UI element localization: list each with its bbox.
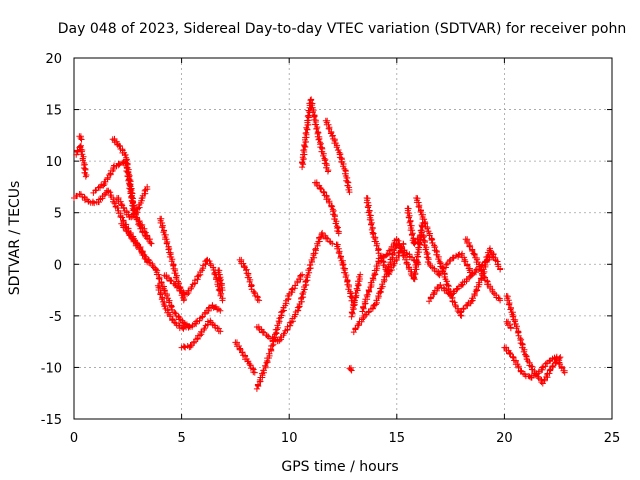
data-series-arc-j bbox=[154, 282, 224, 332]
data-marker-path bbox=[503, 293, 564, 387]
data-series-arc-p bbox=[253, 271, 306, 392]
y-tick-label: 20 bbox=[45, 52, 62, 67]
data-series-arc-o bbox=[232, 339, 258, 376]
chart-title: Day 048 of 2023, Sidereal Day-to-day VTE… bbox=[58, 21, 626, 37]
data-series-arc-m bbox=[215, 267, 226, 294]
y-tick-label: 5 bbox=[54, 207, 62, 222]
data-marker-path bbox=[503, 318, 514, 332]
data-marker-path bbox=[363, 195, 407, 278]
data-marker-path bbox=[413, 195, 465, 319]
data-series-arc-c bbox=[76, 133, 85, 143]
x-tick-label: 15 bbox=[389, 431, 406, 446]
data-series-arc-s bbox=[312, 179, 342, 237]
data-series-arc-t bbox=[322, 117, 353, 196]
data-marker-path bbox=[76, 133, 85, 143]
data-marker-path bbox=[359, 220, 426, 315]
y-tick-label: 15 bbox=[45, 104, 62, 119]
data-marker-path bbox=[118, 220, 159, 273]
data-marker-path bbox=[253, 229, 336, 345]
data-series-arc-ad bbox=[458, 245, 504, 315]
data-marker-path bbox=[232, 339, 258, 376]
y-tick-label: 10 bbox=[45, 155, 62, 170]
data-series-arc-f bbox=[114, 183, 151, 221]
data-marker-path bbox=[462, 236, 504, 304]
data-marker-path bbox=[178, 317, 224, 351]
data-marker-path bbox=[109, 135, 151, 242]
data-series-arc-ae bbox=[462, 236, 504, 304]
x-tick-label: 20 bbox=[496, 431, 513, 446]
data-marker-path bbox=[299, 96, 332, 175]
data-marker-path bbox=[73, 142, 90, 180]
data-marker-path bbox=[458, 245, 504, 315]
y-tick-label: -5 bbox=[49, 310, 62, 325]
data-series-arc-w bbox=[346, 364, 355, 374]
data-marker-path bbox=[152, 267, 192, 330]
data-series-arc-ag bbox=[503, 293, 564, 387]
axis-ticks: 0 5 10 15 20 25 -15 -10 -5 0 5 10 15 20 bbox=[41, 52, 621, 446]
data-marker-path bbox=[312, 179, 342, 237]
data-marker-path bbox=[114, 183, 151, 221]
x-axis-label: GPS time / hours bbox=[281, 459, 398, 475]
data-marker-path bbox=[348, 271, 364, 320]
y-tick-label: -10 bbox=[41, 361, 62, 376]
data-marker-path bbox=[154, 282, 224, 332]
data-series-arc-v bbox=[348, 271, 364, 320]
data-marker-path bbox=[322, 117, 353, 196]
data-series-arc-y bbox=[359, 220, 426, 315]
data-series-arc-h bbox=[152, 267, 192, 330]
data-series-arc-ab bbox=[413, 195, 465, 319]
y-tick-label: 0 bbox=[54, 258, 62, 273]
plot-frame bbox=[73, 57, 613, 420]
x-tick-label: 10 bbox=[281, 431, 298, 446]
x-tick-label: 25 bbox=[604, 431, 621, 446]
x-tick-label: 5 bbox=[177, 431, 185, 446]
data-marker-path bbox=[236, 256, 263, 304]
data-marker-path bbox=[333, 241, 357, 309]
data-series-arc-r bbox=[299, 96, 332, 175]
data-series-arc-n bbox=[236, 256, 263, 304]
data-series-arc-l bbox=[178, 317, 224, 351]
data-marker-path bbox=[215, 267, 226, 294]
data-marker-path bbox=[346, 364, 355, 374]
y-axis-label: SDTVAR / TECUs bbox=[7, 181, 23, 296]
data-series-arc-e bbox=[109, 135, 151, 242]
data-series-arc-u bbox=[333, 241, 357, 309]
data-series-arc-ah bbox=[503, 318, 514, 332]
x-tick-label: 0 bbox=[70, 431, 78, 446]
data-series-arc-z bbox=[363, 195, 407, 278]
data-series-arc-q bbox=[253, 229, 336, 345]
y-tick-label: -15 bbox=[41, 413, 62, 428]
data-series-arc-b bbox=[73, 142, 90, 180]
data-series-arc-g bbox=[118, 220, 159, 273]
data-points bbox=[71, 96, 568, 392]
data-marker-path bbox=[253, 271, 306, 392]
